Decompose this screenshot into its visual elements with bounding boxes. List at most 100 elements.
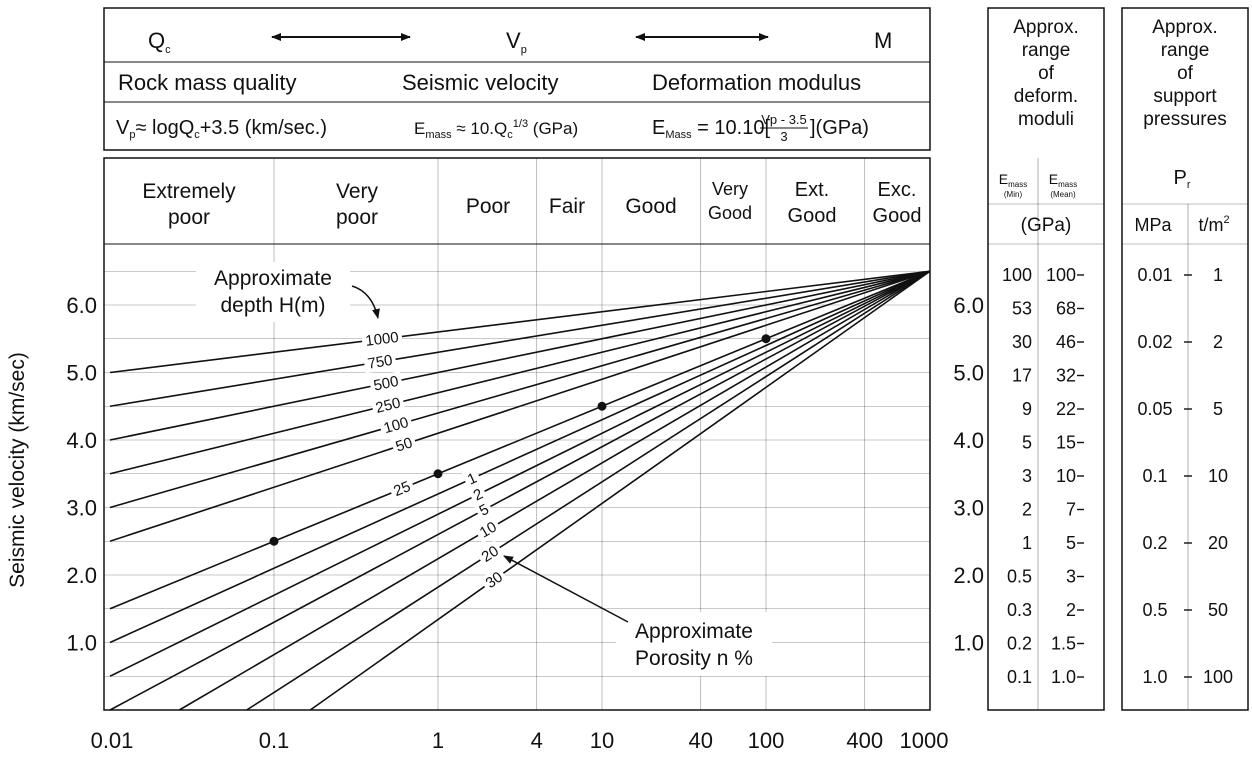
moduli-mean-value: 1.0 — [1051, 667, 1076, 687]
vp-label: Vp — [506, 28, 527, 56]
data-point — [597, 401, 607, 411]
equation-emass-qc: Emass ≈ 10.Qc1/3 (GPa) — [414, 118, 578, 141]
svg-text:100: 100 — [382, 414, 411, 437]
moduli-unit: (GPa) — [1021, 215, 1072, 236]
moduli-mean-value: 5 — [1066, 533, 1076, 553]
moduli-min-value: 1 — [1022, 533, 1032, 553]
svg-text:250: 250 — [374, 394, 402, 417]
support-table: Approx. range of support pressures Pr MP… — [1121, 7, 1249, 711]
moduli-mean-value: 2 — [1066, 600, 1076, 620]
depth-line-1000 — [109, 270, 931, 374]
porosity-line-2 — [109, 270, 931, 677]
porosity-annotation: Approximate Porosity n % — [503, 555, 772, 676]
class-fair: Fair — [549, 195, 585, 218]
depth-label-line2: depth H(m) — [220, 294, 325, 317]
moduli-min-value: 30 — [1012, 332, 1032, 352]
y-tick-label-right: 1.0 — [953, 631, 984, 656]
support-tm2-value: 10 — [1208, 466, 1228, 486]
moduli-table: Approx. range of deform. moduli Emass (M… — [987, 7, 1105, 711]
moduli-col1-sub: (Min) — [1004, 190, 1023, 199]
svg-text:30: 30 — [483, 569, 506, 593]
depth-label-250: 250 — [370, 392, 406, 418]
moduli-title-4: deform. — [1014, 86, 1078, 107]
moduli-mean-value: 32 — [1056, 366, 1076, 386]
y-tick-label-right: 5.0 — [953, 361, 984, 386]
support-title-4: support — [1153, 86, 1217, 107]
support-mpa-value: 0.5 — [1142, 600, 1167, 620]
x-tick-label: 10 — [590, 728, 614, 753]
support-tm2-value: 100 — [1203, 667, 1233, 687]
porosity-label-line2: Porosity n % — [635, 647, 753, 670]
class-very-good-line1: Very — [712, 179, 748, 199]
moduli-min-value: 53 — [1012, 299, 1032, 319]
y-tick-label-right: 3.0 — [953, 496, 984, 521]
class-very-poor-line2: poor — [336, 206, 378, 229]
class-extremely-poor-line1: Extremely — [142, 180, 236, 203]
depth-annotation: Approximate depth H(m) — [196, 262, 380, 322]
m-label: M — [874, 28, 892, 53]
porosity-label-20: 20 — [475, 539, 505, 568]
rock-mass-quality-heading: Rock mass quality — [118, 70, 297, 95]
moduli-mean-value: 100 — [1046, 265, 1076, 285]
header-box: Qc Vp M Rock mass quality Seismic veloci… — [103, 7, 931, 151]
chart-points — [269, 334, 771, 546]
qc-label: Qc — [148, 28, 171, 56]
support-title-3: of — [1177, 63, 1194, 84]
support-tm2-value: 2 — [1213, 332, 1223, 352]
y-tick-label-left: 6.0 — [66, 293, 97, 318]
support-tm2-value: 50 — [1208, 600, 1228, 620]
y-tick-label-right: 6.0 — [953, 293, 984, 318]
x-tick-label: 4 — [531, 728, 543, 753]
moduli-mean-value: 46 — [1056, 332, 1076, 352]
porosity-line-20 — [246, 270, 931, 711]
moduli-col2-sub: (Mean) — [1050, 190, 1076, 199]
moduli-mean-value: 7 — [1066, 500, 1076, 520]
class-ext-good-line1: Ext. — [795, 179, 829, 201]
class-poor: Poor — [466, 195, 510, 218]
depth-arrow-icon — [351, 285, 380, 319]
equation-emass-vp-unit: ](GPa) — [810, 117, 869, 139]
x-tick-label: 0.01 — [91, 728, 134, 753]
class-exc-good-line2: Good — [873, 205, 922, 227]
moduli-title-5: moduli — [1018, 109, 1074, 130]
depth-line-250 — [109, 270, 931, 475]
svg-text:50: 50 — [394, 434, 415, 455]
moduli-min-value: 17 — [1012, 366, 1032, 386]
support-unit-mpa: MPa — [1134, 215, 1172, 235]
porosity-line-10 — [178, 270, 931, 711]
moduli-title-1: Approx. — [1013, 17, 1078, 38]
x-tick-label: 100 — [748, 728, 785, 753]
support-symbol: Pr — [1173, 167, 1190, 191]
support-mpa-value: 0.05 — [1137, 399, 1172, 419]
y-tick-label-left: 4.0 — [66, 428, 97, 453]
moduli-mean-value: 22 — [1056, 399, 1076, 419]
porosity-line-1 — [109, 270, 931, 644]
equation-fraction-numerator: Vp - 3.5 — [761, 112, 807, 127]
x-tick-label: 1 — [432, 728, 444, 753]
seismic-velocity-heading: Seismic velocity — [402, 70, 558, 95]
deformation-modulus-heading: Deformation modulus — [652, 70, 861, 95]
moduli-min-value: 3 — [1022, 466, 1032, 486]
moduli-min-value: 0.2 — [1007, 634, 1032, 654]
y-axis-label: Seismic velocity (km/sec) — [6, 352, 29, 588]
depth-label-500: 500 — [368, 371, 404, 396]
chart-tick-labels: 0.01 0.1 1 4 10 40 100 400 1000 1.0 1.0 2.0 2.0 3.0 3.… — [66, 293, 984, 753]
support-unit-tm2: t/m2 — [1198, 214, 1229, 235]
data-point — [269, 536, 279, 546]
equation-vp: Vp≈ logQc+3.5 (km/sec.) — [116, 117, 327, 141]
depth-label-line1: Approximate — [214, 267, 332, 290]
support-mpa-value: 0.02 — [1137, 332, 1172, 352]
chart-frame — [103, 157, 931, 711]
depth-line-100 — [109, 270, 931, 509]
x-tick-label: 0.1 — [259, 728, 290, 753]
support-tm2-value: 1 — [1213, 265, 1223, 285]
moduli-mean-value: 68 — [1056, 299, 1076, 319]
moduli-title-2: range — [1022, 40, 1071, 61]
depth-label-100: 100 — [378, 412, 414, 439]
support-title-2: range — [1161, 40, 1210, 61]
class-very-poor-line1: Very — [336, 180, 379, 203]
class-extremely-poor-line2: poor — [168, 206, 210, 229]
support-mpa-value: 1.0 — [1142, 667, 1167, 687]
depth-line-25 — [109, 270, 931, 610]
porosity-line-5 — [109, 270, 931, 711]
